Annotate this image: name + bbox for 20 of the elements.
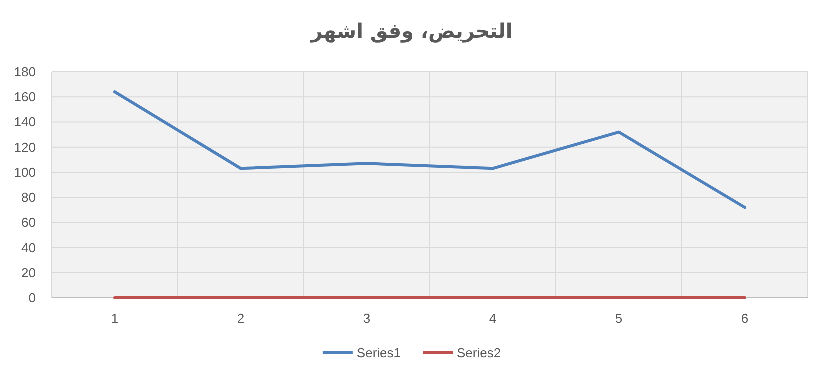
x-tick-label: 4 (489, 311, 497, 326)
y-tick-label: 40 (22, 240, 36, 256)
x-tick-label: 6 (741, 311, 749, 326)
legend-label: Series1 (356, 346, 401, 360)
y-tick-label: 140 (14, 114, 36, 130)
y-tick-label: 20 (22, 265, 36, 280)
y-tick-label: 160 (14, 90, 36, 105)
x-tick-label: 2 (237, 311, 245, 326)
y-tick-label: 100 (14, 164, 36, 180)
y-tick-label: 80 (22, 190, 36, 206)
legend-label: Series2 (457, 346, 502, 360)
y-tick-label: 0 (28, 290, 36, 306)
chart-title: التحريض، وفق اشهر (310, 19, 513, 43)
y-tick-label: 60 (22, 215, 36, 230)
line-series (114, 90, 746, 210)
y-tick-label: 120 (14, 140, 36, 155)
y-tick-label: 180 (14, 64, 36, 80)
x-tick-label: 5 (615, 311, 623, 326)
x-tick-label: 3 (363, 311, 371, 326)
x-tick-label: 1 (111, 311, 119, 326)
